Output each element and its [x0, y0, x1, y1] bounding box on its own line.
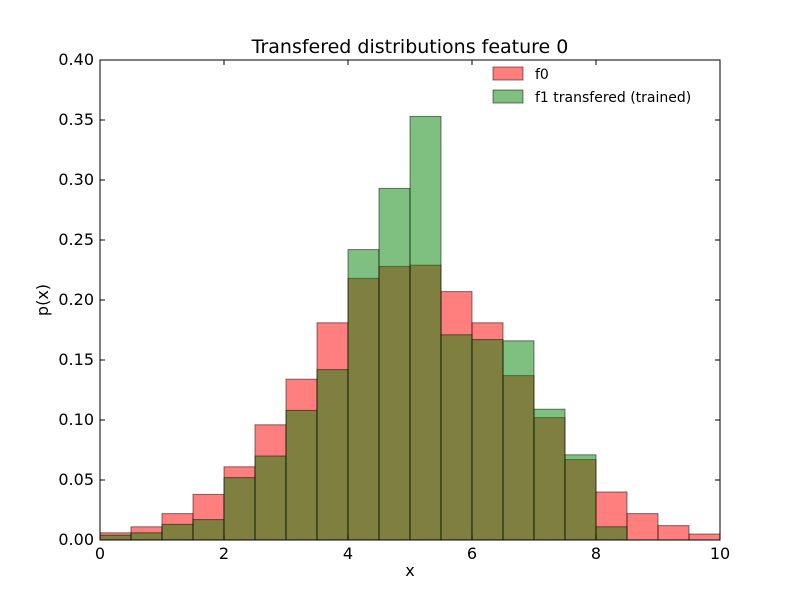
bar — [564, 454, 597, 541]
bar — [440, 334, 473, 541]
x-tick-label: 10 — [710, 544, 730, 563]
bar — [533, 408, 566, 541]
chart-title: Transfered distributions feature 0 — [251, 36, 569, 58]
legend: f0 f1 transfered (trained) — [492, 66, 691, 106]
legend-label: f0 — [535, 67, 549, 83]
x-tick-label: 0 — [95, 544, 105, 563]
legend-swatch — [492, 66, 524, 81]
ticks-layer: 0 2 4 6 8 10 0.00 0.05 0.10 0.15 0.20 0.25 0.30 0.35 0… — [58, 50, 730, 563]
bar — [378, 187, 411, 541]
y-tick-label: 0.30 — [58, 170, 94, 189]
bar — [223, 477, 256, 541]
bar — [347, 249, 380, 541]
bar — [254, 455, 287, 541]
bar — [657, 525, 690, 541]
bar — [285, 409, 318, 541]
bars-layer — [99, 115, 721, 541]
bar — [130, 532, 163, 541]
y-tick-label: 0.15 — [58, 350, 94, 369]
y-tick-label: 0.40 — [58, 50, 94, 69]
x-tick-label: 8 — [591, 544, 601, 563]
plot-frame — [99, 59, 721, 541]
bar — [409, 115, 442, 541]
y-tick-label: 0.20 — [58, 290, 94, 309]
legend-label: f1 transfered (trained) — [535, 90, 691, 106]
bar — [502, 340, 535, 541]
y-tick-label: 0.25 — [58, 230, 94, 249]
y-axis-label: p(x) — [33, 284, 52, 316]
bar — [192, 519, 225, 541]
bar — [99, 534, 132, 541]
x-tick-label: 2 — [219, 544, 229, 563]
y-tick-label: 0.05 — [58, 470, 94, 489]
x-tick-label: 6 — [467, 544, 477, 563]
x-axis-label: x — [405, 561, 414, 580]
legend-swatch — [492, 89, 524, 104]
bar — [471, 339, 504, 541]
bar — [688, 533, 721, 541]
series-2 — [99, 115, 628, 541]
y-tick-label: 0.35 — [58, 110, 94, 129]
bar — [316, 369, 349, 541]
x-tick-label: 4 — [343, 544, 353, 563]
bar — [626, 513, 659, 541]
y-tick-label: 0.00 — [58, 530, 94, 549]
bar — [161, 523, 194, 541]
bar — [595, 526, 628, 541]
y-tick-label: 0.10 — [58, 410, 94, 429]
